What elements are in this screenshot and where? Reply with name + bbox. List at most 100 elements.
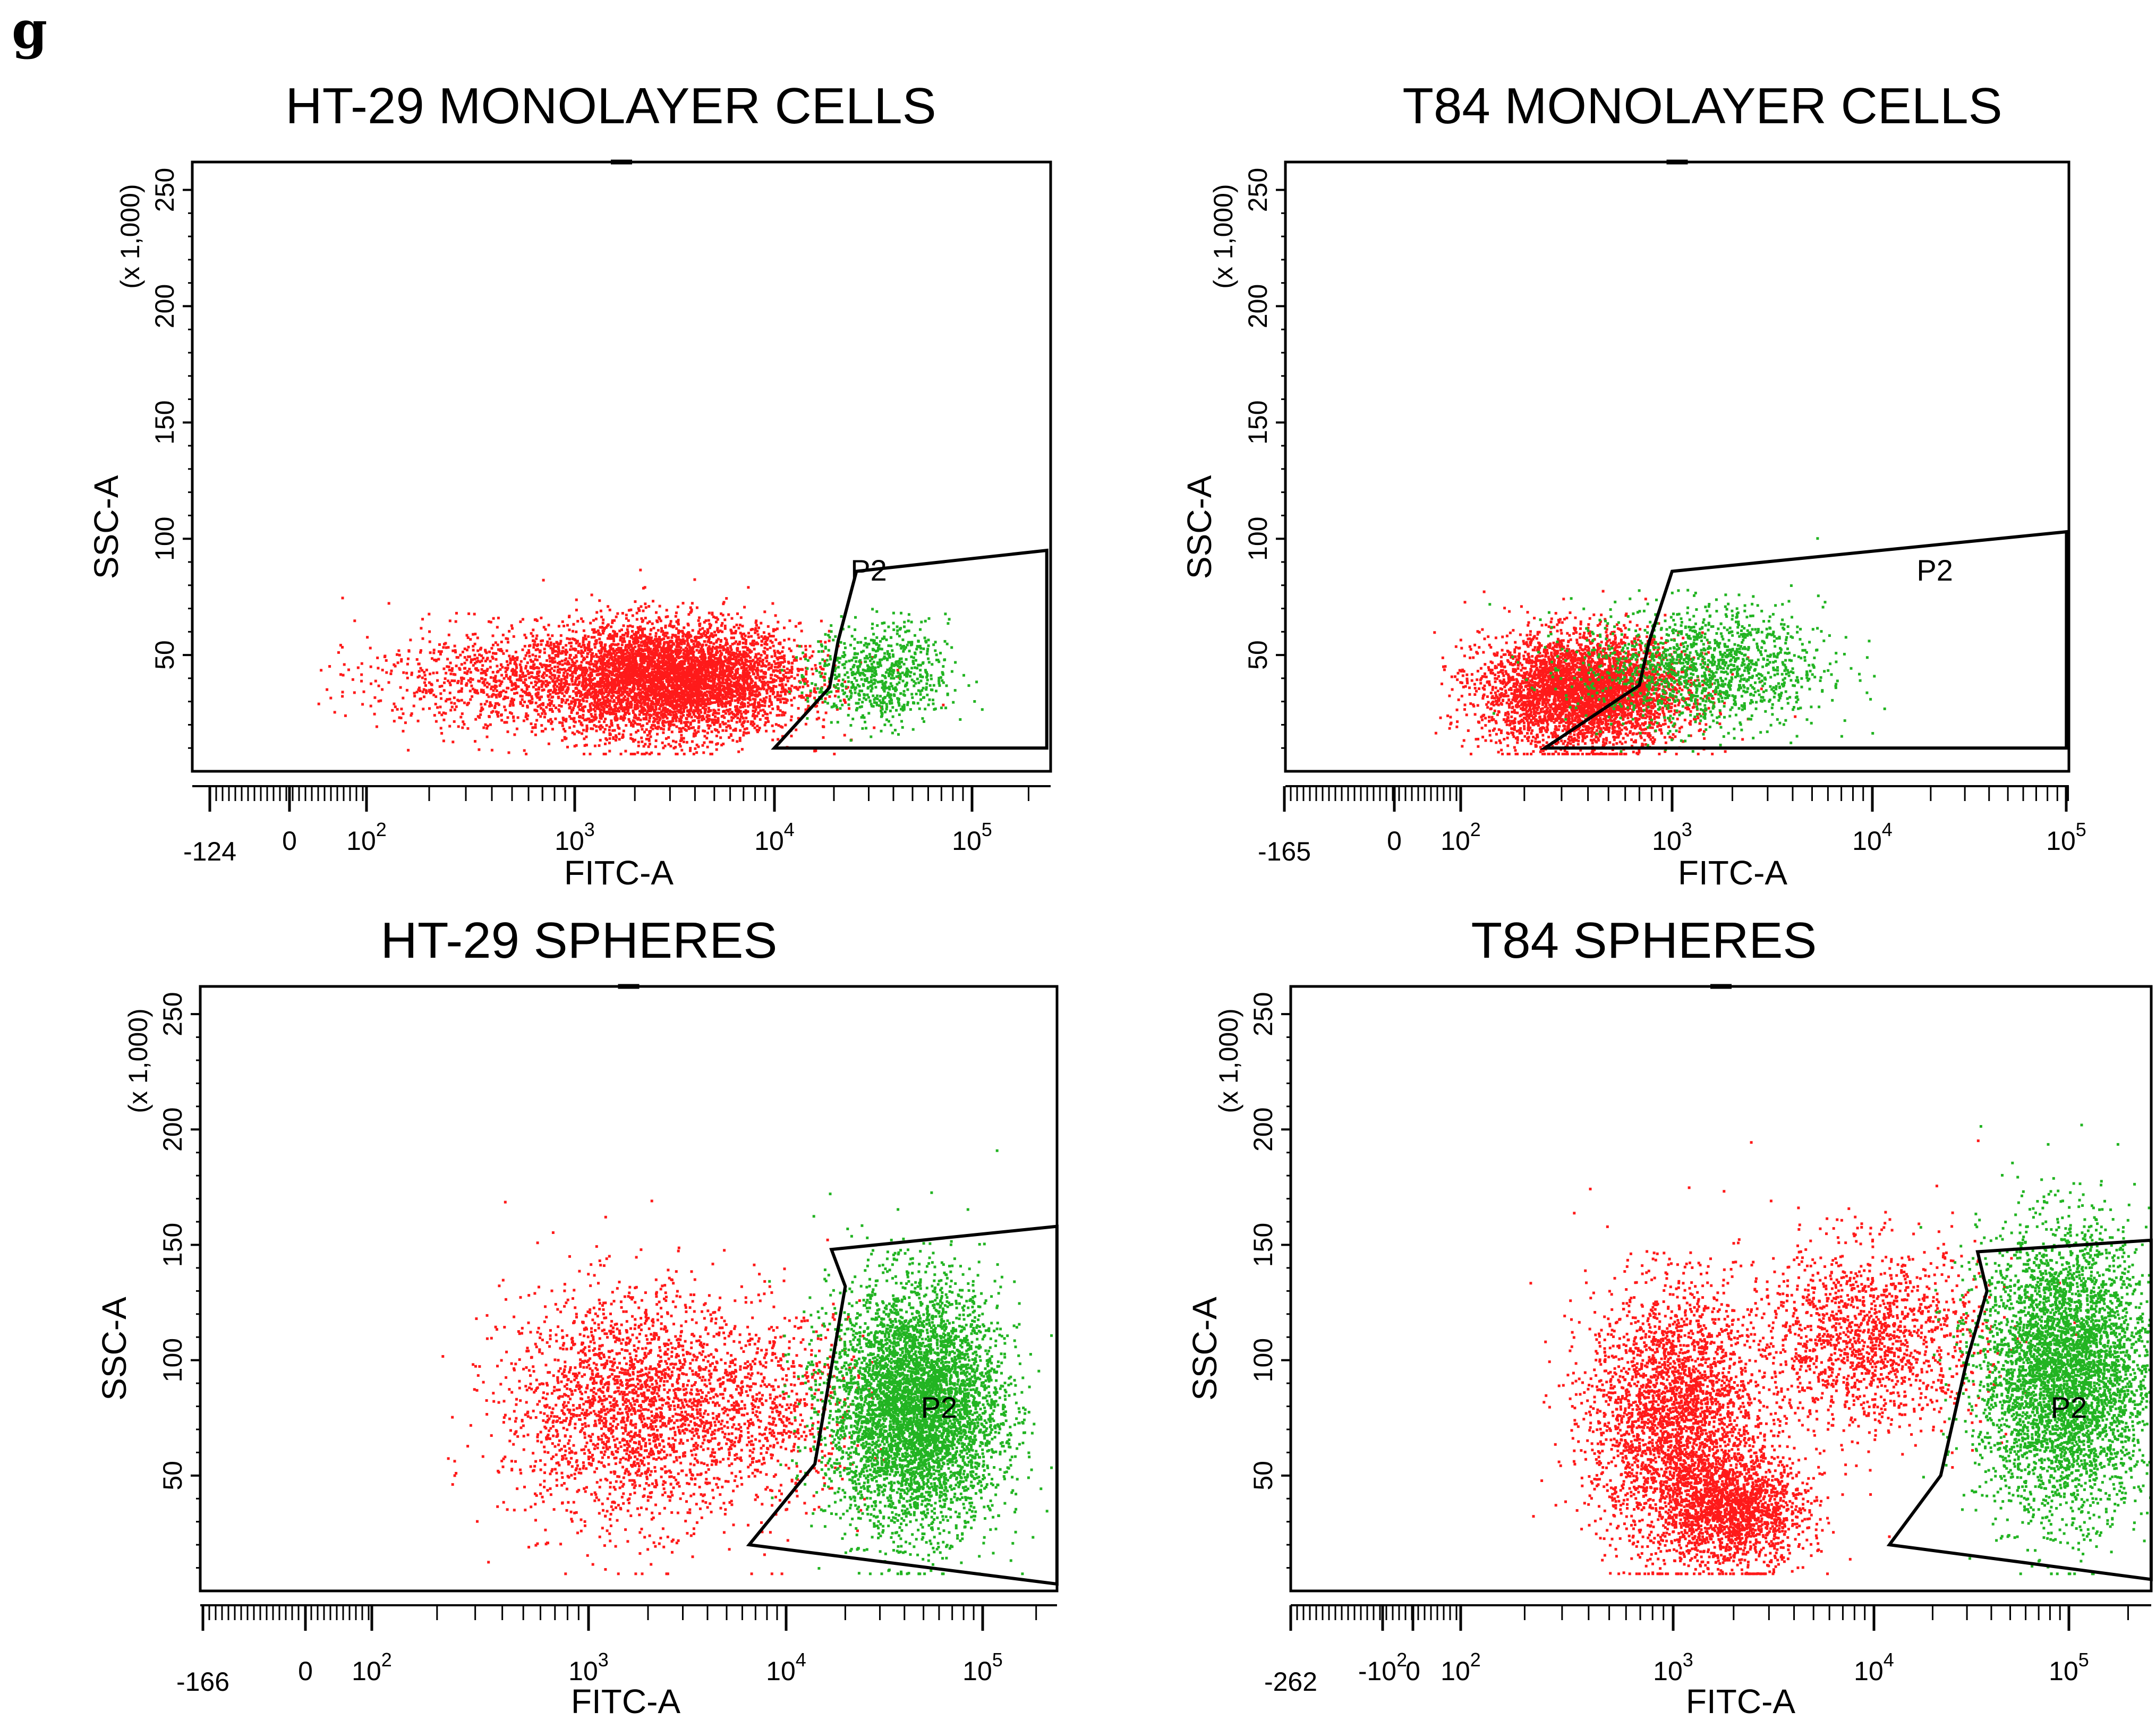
event-dot [721,682,725,685]
event-dot [737,683,740,685]
event-dot [670,730,674,734]
event-dot [550,696,553,699]
event-dot [560,659,564,662]
event-dot [690,661,693,664]
event-dot [663,668,666,671]
event-dot [622,649,625,652]
event-dot [753,717,756,720]
event-dot [744,675,747,677]
event-dot [742,671,745,675]
event-dot [709,740,712,744]
event-dot [747,701,750,704]
event-dot [613,667,617,670]
event-dot [604,669,607,672]
event-dot [691,688,694,691]
event-dot [697,730,700,733]
flow-plot-1: HT-29 MONOLAYER CELLSP250100150200250(x … [87,78,1052,892]
event-dot [765,692,769,695]
event-dot [702,684,705,687]
event-dot [822,736,825,739]
event-dot [694,676,697,679]
event-dot [674,671,677,674]
event-dot [675,627,678,630]
event-dot [723,637,727,640]
event-dot [751,670,754,673]
event-dot [654,708,658,711]
event-dot [575,694,578,697]
event-dot [594,713,597,716]
event-dot [651,668,654,671]
event-dot [659,695,662,698]
event-dot [736,690,739,693]
event-dot [691,740,694,743]
event-dot [717,676,720,679]
event-dot [789,689,792,693]
event-dot [662,632,666,635]
event-dot [681,602,685,604]
event-dot [548,675,551,678]
event-dot [662,683,666,686]
event-dot [645,722,649,725]
event-dot [691,651,694,654]
event-dot [821,701,824,704]
event-dot [824,641,827,644]
event-dot [680,721,683,725]
event-dot [678,743,681,746]
event-dot [574,671,577,675]
event-dot [744,642,747,645]
event-dot [705,694,708,697]
event-dot [594,683,597,685]
event-dot [717,637,720,641]
event-dot [762,671,765,675]
event-dot [685,740,688,744]
event-dot [636,704,639,708]
event-dot [674,695,677,698]
event-dot [736,653,739,656]
event-dot [686,675,689,678]
event-dot [578,720,581,723]
event-dot [715,661,718,664]
event-dot [603,728,607,731]
event-dot [582,729,585,732]
event-dot [700,666,703,668]
event-dot [765,643,769,646]
event-dot [710,641,713,644]
event-dot [780,661,783,664]
panel-letter: g [12,0,47,60]
event-dot [664,616,668,618]
event-dot [664,626,667,629]
event-dot [699,709,702,712]
event-dot [796,644,799,648]
event-dot [725,701,728,704]
event-dot [685,702,688,705]
event-dot [746,677,749,680]
event-dot [702,632,705,635]
event-dot [767,668,770,671]
event-dot [563,736,566,739]
event-dot [548,699,551,702]
event-dot [725,697,728,700]
event-dot [582,629,585,632]
event-dot [619,715,623,718]
event-dot [564,669,567,672]
event-dot [603,683,606,686]
event-dot [757,691,761,694]
event-dot [671,687,674,689]
event-dot [758,676,761,679]
event-dot [591,727,594,730]
event-dot [587,678,590,681]
event-dot [693,719,696,722]
event-dot [661,673,664,676]
event-dot [704,710,707,713]
event-dot [797,717,800,720]
event-dot [727,667,730,670]
event-dot [580,645,583,649]
event-dot [558,668,561,671]
event-dot [814,664,817,667]
event-dot [808,656,812,659]
event-dot [749,667,753,670]
event-dot [726,682,729,685]
event-dot [638,696,641,699]
event-dot [712,711,715,714]
event-dot [557,708,560,711]
